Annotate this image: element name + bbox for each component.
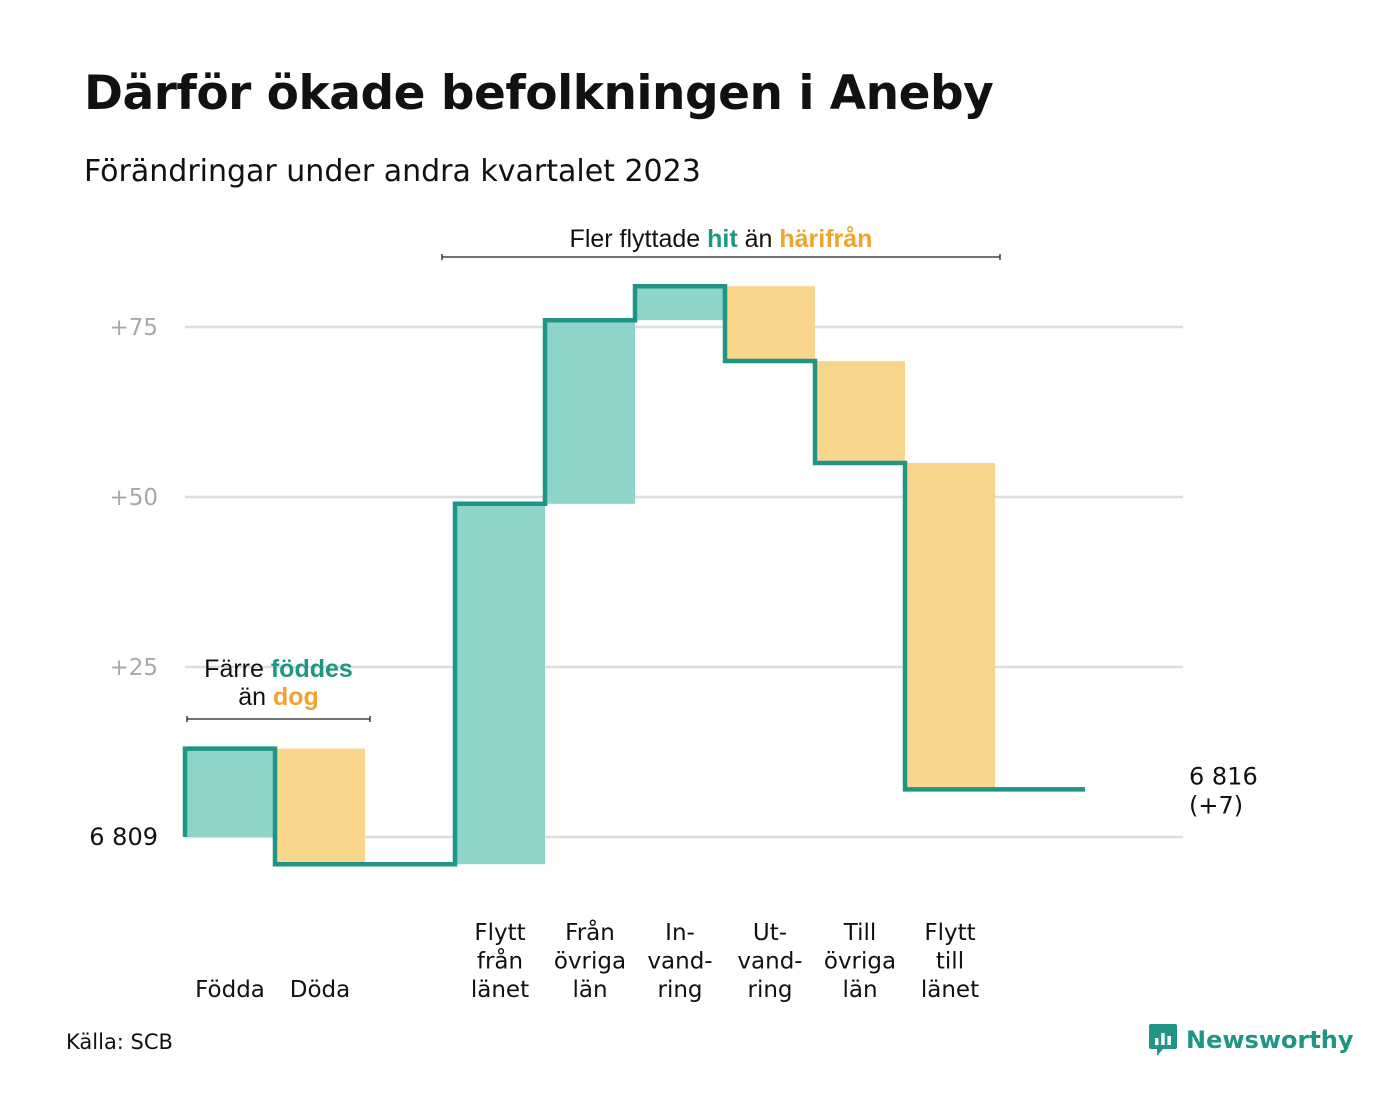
annotation-births-line2: än dog bbox=[238, 683, 319, 711]
category-label: länet bbox=[471, 977, 529, 1003]
waterfall-bar bbox=[185, 748, 275, 837]
brand-logo: Newsworthy bbox=[1148, 1022, 1354, 1058]
category-label: övriga bbox=[824, 949, 896, 975]
source-note: Källa: SCB bbox=[66, 1030, 173, 1054]
annotation-text-segment: än bbox=[238, 683, 273, 711]
running-total-line bbox=[182, 283, 1085, 867]
category-label: Från bbox=[565, 918, 615, 946]
category-label: Flytt bbox=[474, 920, 525, 946]
annotation-text-segment: dog bbox=[273, 683, 319, 711]
waterfall-bar bbox=[815, 361, 905, 463]
annotation-migration-line: Fler flyttade hit än härifrån bbox=[570, 225, 873, 253]
category-label: övriga bbox=[554, 949, 626, 975]
category-label: In- bbox=[665, 920, 695, 946]
annotation-text-segment: föddes bbox=[271, 655, 353, 683]
category-label: till bbox=[936, 949, 964, 975]
category-label: Till bbox=[843, 920, 877, 946]
category-label: Flytt bbox=[924, 920, 975, 946]
annotation-text-segment: Färre bbox=[204, 655, 271, 683]
annotation-text-segment: härifrån bbox=[779, 225, 872, 253]
chart-title: Därför ökade befolkningen i Aneby bbox=[84, 66, 994, 121]
annotation-births-line1: Färre föddes bbox=[204, 655, 353, 683]
category-label: Döda bbox=[290, 977, 350, 1003]
waterfall-bar bbox=[275, 748, 365, 865]
category-label: ring bbox=[747, 977, 792, 1003]
waterfall-bar bbox=[545, 320, 635, 504]
y-tick-label: +50 bbox=[109, 485, 158, 511]
category-label: länet bbox=[921, 977, 979, 1003]
brand-name: Newsworthy bbox=[1186, 1026, 1354, 1054]
annotation-text-segment: hit bbox=[707, 225, 738, 253]
end-value-label: 6 816 bbox=[1189, 762, 1258, 790]
category-label: ring bbox=[657, 977, 702, 1003]
bars bbox=[185, 286, 995, 865]
running-total-path bbox=[182, 283, 1085, 867]
waterfall-bar bbox=[905, 463, 995, 790]
y-tick-label: +75 bbox=[109, 315, 158, 341]
y-tick-label: +25 bbox=[109, 655, 158, 681]
waterfall-bar bbox=[725, 286, 815, 361]
newsworthy-logo-icon bbox=[1149, 1024, 1177, 1056]
annotation-text-segment: Fler flyttade bbox=[570, 225, 708, 253]
start-value-label: 6 809 bbox=[89, 823, 158, 851]
category-label: län bbox=[572, 977, 607, 1003]
category-label: Födda bbox=[195, 977, 265, 1003]
waterfall-bar bbox=[635, 286, 725, 321]
category-label: från bbox=[477, 947, 523, 975]
annotation-text-segment: än bbox=[738, 225, 780, 253]
end-change-label: (+7) bbox=[1189, 791, 1243, 819]
waterfall-bar bbox=[455, 503, 545, 865]
chart-subtitle: Förändringar under andra kvartalet 2023 bbox=[84, 154, 701, 189]
category-label: vand- bbox=[737, 949, 802, 975]
category-label: vand- bbox=[647, 949, 712, 975]
category-label: Ut- bbox=[753, 920, 787, 946]
category-label: län bbox=[842, 977, 877, 1003]
